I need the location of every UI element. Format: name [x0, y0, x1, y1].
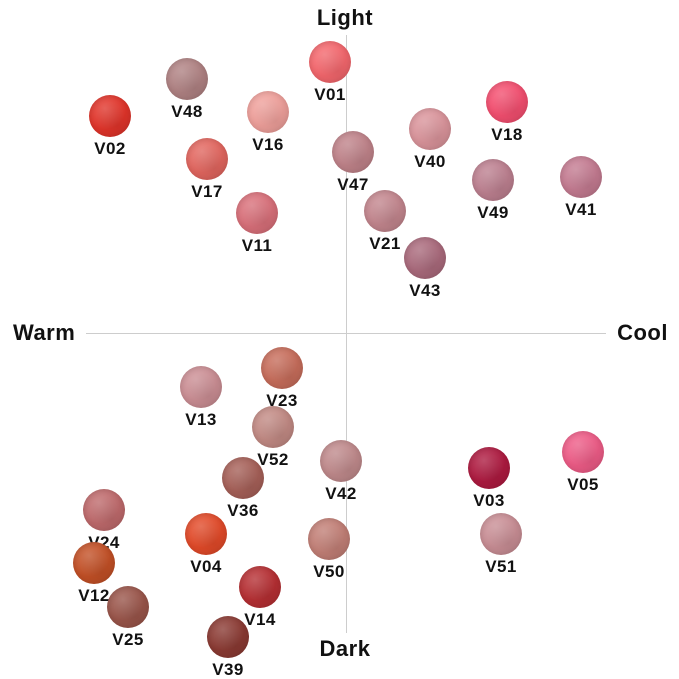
shade-dot [252, 406, 294, 448]
shade-label: V18 [491, 125, 523, 144]
axis-label-cool: Cool [617, 320, 668, 345]
shade-dot [332, 131, 374, 173]
shade-label: V47 [337, 175, 369, 194]
shade-label: V41 [565, 200, 597, 219]
shade-dot [166, 58, 208, 100]
shade-label: V51 [485, 557, 517, 576]
shade-dot [83, 489, 125, 531]
shade-dot [308, 518, 350, 560]
shade-dot [409, 108, 451, 150]
shade-label: V23 [266, 391, 298, 410]
shade-label: V40 [414, 152, 446, 171]
shade-dot [107, 586, 149, 628]
shade-label: V02 [94, 139, 126, 158]
shade-dot [364, 190, 406, 232]
shade-dot [562, 431, 604, 473]
shade-label: V11 [241, 236, 273, 255]
shade-dot [247, 91, 289, 133]
shade-dot [207, 616, 249, 658]
shade-dot [239, 566, 281, 608]
shade-label: V03 [473, 491, 505, 510]
shade-dot [320, 440, 362, 482]
shade-dot [486, 81, 528, 123]
shade-label: V01 [314, 85, 346, 104]
shade-dot [185, 513, 227, 555]
shade-label: V04 [190, 557, 222, 576]
shade-label: V16 [252, 135, 284, 154]
shade-label: V52 [257, 450, 289, 469]
shade-dot [468, 447, 510, 489]
shade-label: V14 [244, 610, 276, 629]
shade-dot [222, 457, 264, 499]
shade-label: V42 [325, 484, 357, 503]
shade-dot [236, 192, 278, 234]
shade-dot [186, 138, 228, 180]
shade-label: V21 [369, 234, 401, 253]
shade-label: V43 [409, 281, 441, 300]
shade-dot [472, 159, 514, 201]
axis-label-dark: Dark [319, 636, 371, 661]
axis-label-light: Light [316, 5, 374, 30]
shade-label: V12 [78, 586, 110, 605]
shade-dot [89, 95, 131, 137]
shade-label: V36 [227, 501, 259, 520]
shade-dot [261, 347, 303, 389]
shade-dot [309, 41, 351, 83]
horizontal-axis-line [86, 333, 606, 334]
shade-label: V25 [112, 630, 144, 649]
shade-label: V48 [171, 102, 203, 121]
shade-label: V49 [477, 203, 509, 222]
shade-dot [180, 366, 222, 408]
shade-label: V05 [567, 475, 599, 494]
shade-label: V17 [191, 182, 223, 201]
axis-label-warm: Warm [13, 320, 76, 345]
shade-dot [480, 513, 522, 555]
shade-label: V13 [185, 410, 217, 429]
vertical-axis-line [346, 35, 347, 633]
shade-dot [560, 156, 602, 198]
shade-dot [73, 542, 115, 584]
shade-label: V39 [212, 660, 244, 679]
shade-label: V50 [313, 562, 345, 581]
shade-dot [404, 237, 446, 279]
